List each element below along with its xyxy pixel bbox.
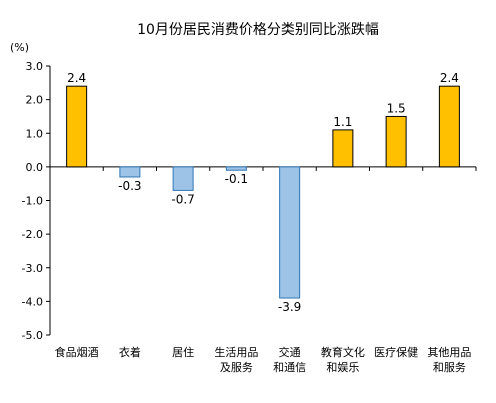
bar xyxy=(279,166,301,299)
y-axis-unit: (%) xyxy=(10,41,29,54)
y-tick-label: -4.0 xyxy=(22,295,43,308)
data-label: 1.5 xyxy=(387,101,406,115)
x-tick-label: 教育文化 xyxy=(321,345,365,359)
x-tick-label: 衣着 xyxy=(119,345,141,359)
x-tick-label: 和服务 xyxy=(433,361,466,374)
axes xyxy=(49,66,477,335)
y-tick-label: -2.0 xyxy=(22,228,43,241)
bar xyxy=(66,85,88,168)
y-tick-label: -3.0 xyxy=(22,262,43,275)
data-label: 2.4 xyxy=(67,71,86,85)
x-tick-label: 及服务 xyxy=(220,361,253,374)
bar xyxy=(225,166,247,171)
y-tick-label: 0.0 xyxy=(26,161,44,174)
x-tick-label: 医疗保健 xyxy=(374,345,418,359)
x-tick-label: 生活用品 xyxy=(214,345,258,359)
y-axis-ticks: 3.0 2.0 1.0 0.0 -1.0 -2.0 -3.0 -4.0 -5.0 xyxy=(22,60,50,342)
chart-title: 10月份居民消费价格分类别同比涨跌幅 xyxy=(137,22,379,38)
x-tick-label: 食品烟酒 xyxy=(55,345,99,359)
data-label: 1.1 xyxy=(333,115,352,129)
x-tick-label: 和娱乐 xyxy=(326,360,359,374)
y-tick-label: 1.0 xyxy=(26,127,44,140)
bar xyxy=(332,129,354,168)
bar xyxy=(385,115,407,168)
data-labels: 2.4 -0.3 -0.7 -0.1 -3.9 1.1 1.5 2.4 xyxy=(67,71,459,314)
x-tick-label: 居住 xyxy=(172,345,194,359)
bars xyxy=(66,85,460,299)
x-tick-label: 交通 xyxy=(279,345,301,359)
bar xyxy=(172,166,194,191)
data-label: -0.7 xyxy=(171,192,194,206)
x-tick-label: 其他用品 xyxy=(427,346,471,359)
x-tick-label: 和通信 xyxy=(273,361,306,374)
bar xyxy=(438,85,460,168)
data-label: 2.4 xyxy=(440,71,459,85)
data-label: -3.9 xyxy=(278,300,301,314)
y-tick-label: 3.0 xyxy=(26,60,44,73)
data-label: -0.1 xyxy=(225,172,248,186)
data-label: -0.3 xyxy=(118,179,141,193)
y-tick-label: -1.0 xyxy=(22,195,43,208)
y-tick-label: -5.0 xyxy=(22,329,43,342)
y-tick-label: 2.0 xyxy=(26,94,44,107)
bar xyxy=(119,166,141,178)
